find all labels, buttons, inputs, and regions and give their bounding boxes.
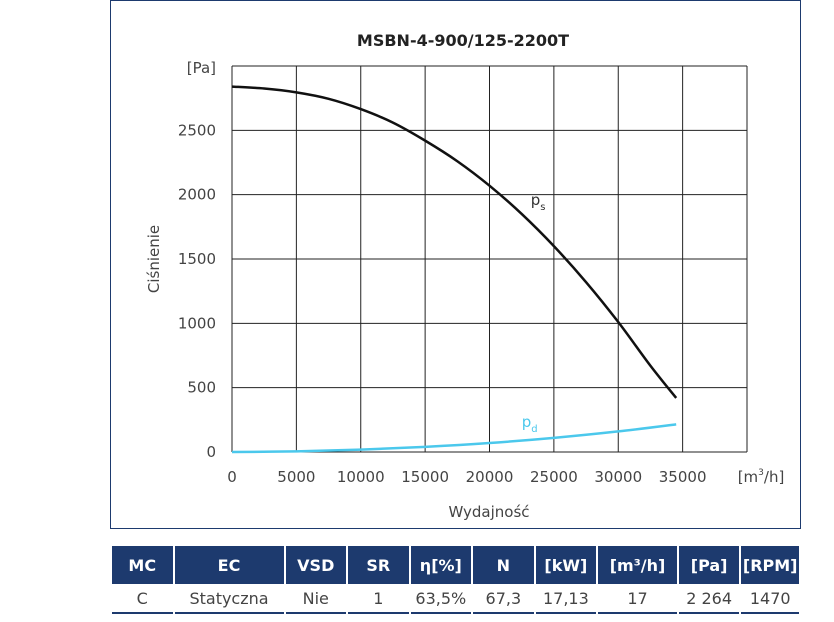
cell-rpm: 1470: [741, 584, 799, 614]
series-line-ps: [231, 85, 678, 399]
cell-flow: 17: [598, 584, 677, 614]
y-axis-label: Ciśnienie: [145, 225, 163, 293]
col-header-pa: [Pa]: [678, 546, 740, 584]
series-line-pd: [231, 423, 677, 454]
y-tick-label: 1500: [178, 250, 216, 268]
y-tick-label: 500: [187, 379, 216, 397]
x-tick-label: 15000: [401, 468, 449, 486]
tick-labels: 0 5000 10000 15000 20000 25000 30000 35000 0 500 1…: [178, 121, 707, 486]
cell-vsd: Nie: [285, 584, 347, 614]
chart-title: MSBN-4-900/125-2200T: [357, 31, 569, 50]
col-header-vsd: VSD: [285, 546, 347, 584]
cell-mc: C: [112, 584, 173, 614]
col-header-n: N: [473, 546, 534, 584]
y-tick-label: 2500: [178, 121, 216, 139]
col-header-ec: EC: [174, 546, 284, 584]
x-tick-label: 35000: [659, 468, 707, 486]
x-tick-label: 5000: [277, 468, 315, 486]
cell-ec: Statyczna: [174, 584, 284, 614]
spec-table: MC EC VSD SR η[%] N [kW] [m³/h] [Pa] [RP…: [110, 546, 801, 614]
series-label-ps: ps: [531, 191, 546, 213]
performance-chart: MSBN-4-900/125-2200T [Pa] Ciśnienie Wyda…: [145, 31, 785, 521]
cell-pa: 2 264: [678, 584, 740, 614]
x-axis-label: Wydajność: [448, 503, 529, 521]
x-tick-label: 30000: [594, 468, 642, 486]
table-header-row: MC EC VSD SR η[%] N [kW] [m³/h] [Pa] [RP…: [112, 546, 799, 584]
chart-grid: [231, 65, 748, 453]
col-header-flow: [m³/h]: [598, 546, 677, 584]
col-header-efficiency: η[%]: [410, 546, 472, 584]
y-tick-label: 1000: [178, 314, 216, 332]
cell-sr: 1: [348, 584, 409, 614]
cell-efficiency: 63,5%: [410, 584, 472, 614]
x-tick-label: 20000: [466, 468, 514, 486]
cell-kw: 17,13: [535, 584, 597, 614]
table-row: C Statyczna Nie 1 63,5% 67,3 17,13 17 2 …: [112, 584, 799, 614]
x-tick-label: 25000: [530, 468, 578, 486]
col-header-sr: SR: [348, 546, 409, 584]
series-layer: ps pd: [231, 85, 678, 454]
x-tick-label: 0: [227, 468, 237, 486]
x-tick-label: 10000: [337, 468, 385, 486]
y-unit-label: [Pa]: [187, 59, 216, 77]
col-header-mc: MC: [112, 546, 173, 584]
col-header-kw: [kW]: [535, 546, 597, 584]
y-tick-label: 2000: [178, 186, 216, 204]
series-label-pd: pd: [522, 413, 538, 435]
x-unit-label: [m3/h]: [738, 468, 785, 486]
cell-n: 67,3: [473, 584, 534, 614]
col-header-rpm: [RPM]: [741, 546, 799, 584]
chart-frame: MSBN-4-900/125-2200T [Pa] Ciśnienie Wyda…: [110, 0, 801, 529]
y-tick-label: 0: [206, 443, 216, 461]
